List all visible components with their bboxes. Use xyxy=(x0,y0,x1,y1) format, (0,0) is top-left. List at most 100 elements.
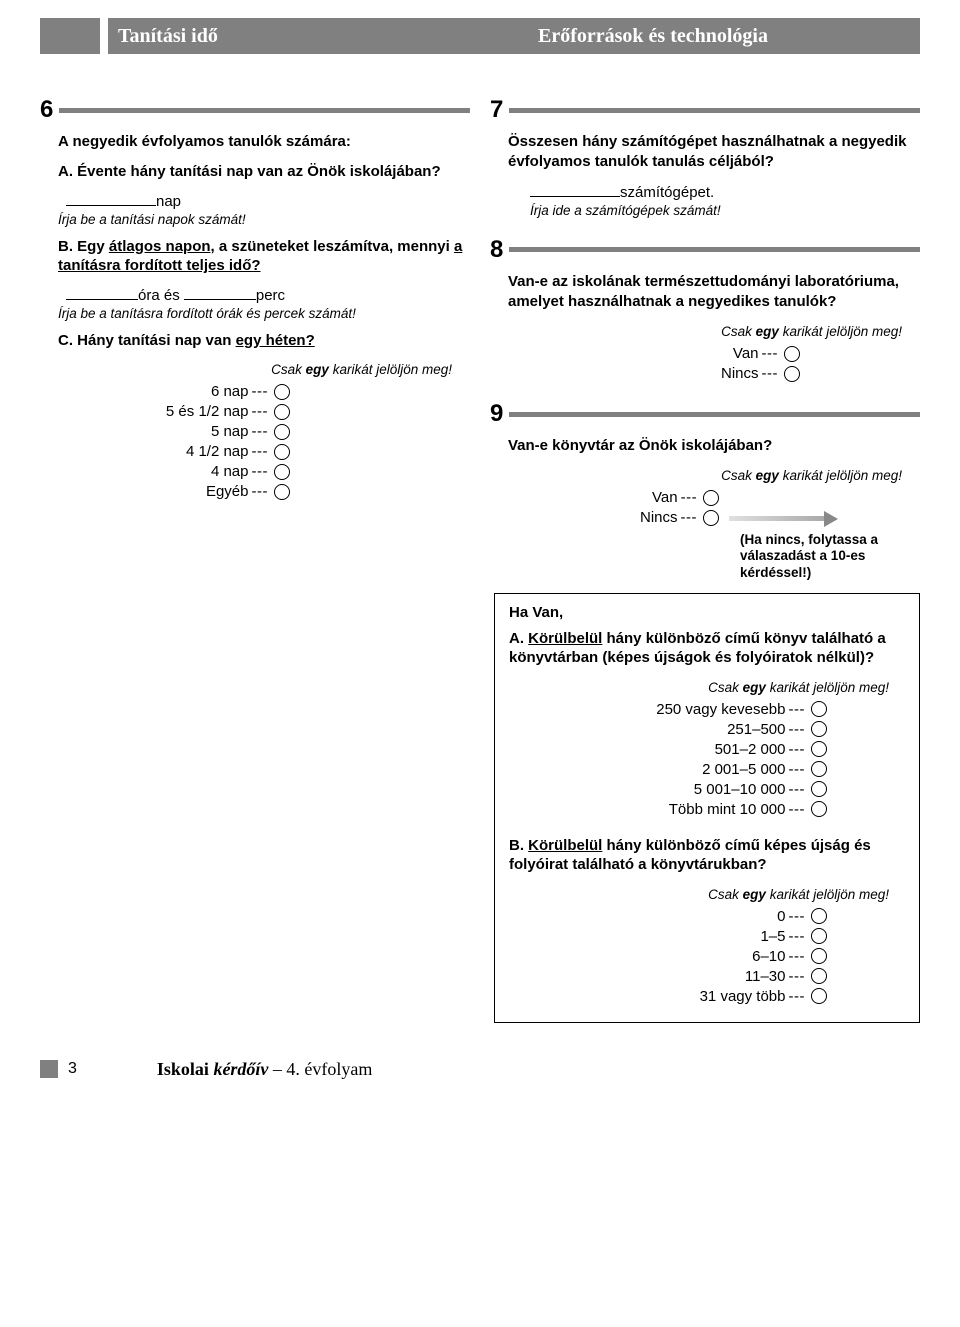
q6c-opt: 5 nap--- xyxy=(40,423,290,440)
q6c-opt: 5 és 1/2 nap--- xyxy=(40,403,290,420)
radio-circle[interactable] xyxy=(811,721,827,737)
q7-fill: számítógépet. xyxy=(530,183,920,201)
q6b-mins: perc xyxy=(256,287,285,304)
radio-circle[interactable] xyxy=(274,384,290,400)
q9a-label: A. xyxy=(509,630,524,647)
q9a-opt: 501–2 000--- xyxy=(507,741,827,758)
q9-instr: Csak egy karikát jelöljön meg! xyxy=(490,468,902,483)
q6b: B. Egy átlagos napon, a szüneteket leszá… xyxy=(58,237,470,276)
footer-marker xyxy=(40,1060,58,1078)
q6a-text: Évente hány tanítási nap van az Önök isk… xyxy=(77,163,440,180)
header-right-text: Erőforrások és technológia xyxy=(538,25,768,48)
footer-title: Iskolai kérdőív – 4. évfolyam xyxy=(157,1059,373,1080)
q6b-mid: a szüneteket leszámítva, mennyi xyxy=(215,238,454,255)
q7-text: Összesen hány számítógépet használhatnak… xyxy=(508,132,920,173)
radio-circle[interactable] xyxy=(811,741,827,757)
radio-circle[interactable] xyxy=(811,761,827,777)
q6a-fill: nap xyxy=(66,192,470,210)
q7-number: 7 xyxy=(490,96,503,124)
radio-circle[interactable] xyxy=(811,781,827,797)
q7-note: Írja ide a számítógépek számát! xyxy=(530,203,920,218)
radio-circle[interactable] xyxy=(784,346,800,362)
q9-rule xyxy=(509,412,920,417)
q6b-blank-h[interactable] xyxy=(66,286,138,300)
skip-arrow-icon xyxy=(729,511,839,525)
right-column: 7 Összesen hány számítógépet használhatn… xyxy=(490,78,920,1023)
header-tab-stub xyxy=(40,18,100,54)
q6a-blank[interactable] xyxy=(66,192,156,206)
radio-circle[interactable] xyxy=(703,490,719,506)
q6-intro: A negyedik évfolyamos tanulók számára: xyxy=(58,132,470,152)
section-headers: Tanítási idő Erőforrások és technológia xyxy=(40,18,920,54)
q6a-unit: nap xyxy=(156,193,181,210)
q9-options: Van--- Nincs--- xyxy=(490,489,920,526)
q6b-fill: óra és perc xyxy=(66,286,470,304)
q7-blank[interactable] xyxy=(530,183,620,197)
q8-opt: Van--- xyxy=(490,345,800,362)
q9-havan: Ha Van, xyxy=(509,604,907,621)
q9a-opt: 251–500--- xyxy=(507,721,827,738)
q6c: C. Hány tanítási nap van egy héten? xyxy=(58,331,470,351)
q6b-blank-m[interactable] xyxy=(184,286,256,300)
radio-circle[interactable] xyxy=(811,968,827,984)
q6c-opt: 6 nap--- xyxy=(40,383,290,400)
q7-header: 7 xyxy=(490,96,920,124)
q6a-note: Írja be a tanítási napok számát! xyxy=(58,212,470,227)
q9-opt-nincs: Nincs--- xyxy=(640,509,902,526)
q8-text: Van-e az iskolának természettudományi la… xyxy=(508,272,920,313)
q6b-note: Írja be a tanításra fordított órák és pe… xyxy=(58,306,470,321)
radio-circle[interactable] xyxy=(811,908,827,924)
radio-circle[interactable] xyxy=(274,464,290,480)
q6c-options: 6 nap--- 5 és 1/2 nap--- 5 nap--- 4 1/2 … xyxy=(40,383,470,500)
radio-circle[interactable] xyxy=(274,444,290,460)
radio-circle[interactable] xyxy=(703,510,719,526)
q9a-u: Körülbelül xyxy=(528,630,602,647)
page-footer: 3 Iskolai kérdőív – 4. évfolyam xyxy=(40,1059,920,1080)
q9-header: 9 xyxy=(490,400,920,428)
header-left: Tanítási idő xyxy=(108,18,528,54)
q9-number: 9 xyxy=(490,400,503,428)
q9b-opt: 11–30--- xyxy=(507,968,827,985)
q6b-pre: Egy xyxy=(77,238,109,255)
q9a-opt: 2 001–5 000--- xyxy=(507,761,827,778)
radio-circle[interactable] xyxy=(811,701,827,717)
q9a-opt: 5 001–10 000--- xyxy=(507,781,827,798)
q9b-label: B. xyxy=(509,837,524,854)
radio-circle[interactable] xyxy=(811,988,827,1004)
radio-circle[interactable] xyxy=(811,801,827,817)
header-right: Erőforrások és technológia xyxy=(528,18,920,54)
q7-rule xyxy=(509,108,920,113)
q9b-opt: 0--- xyxy=(507,908,827,925)
radio-circle[interactable] xyxy=(784,366,800,382)
q9a-opt: 250 vagy kevesebb--- xyxy=(507,701,827,718)
q9b-opt: 31 vagy több--- xyxy=(507,988,827,1005)
q6a: A. Évente hány tanítási nap van az Önök … xyxy=(58,162,470,182)
q9-subbox: Ha Van, A. Körülbelül hány különböző cím… xyxy=(494,593,920,1023)
q8-instr: Csak egy karikát jelöljön meg! xyxy=(490,324,902,339)
q9a-opt: Több mint 10 000--- xyxy=(507,801,827,818)
q6c-opt: 4 nap--- xyxy=(40,463,290,480)
q9b-instr: Csak egy karikát jelöljön meg! xyxy=(507,887,889,902)
q6b-hours: óra és xyxy=(138,287,180,304)
q8-options: Van--- Nincs--- xyxy=(490,345,920,382)
q8-rule xyxy=(509,247,920,252)
q9b: B. Körülbelül hány különböző című képes … xyxy=(509,836,907,875)
q9b-opt: 1–5--- xyxy=(507,928,827,945)
q6c-pre: Hány tanítási nap van xyxy=(77,332,235,349)
radio-circle[interactable] xyxy=(811,928,827,944)
radio-circle[interactable] xyxy=(811,948,827,964)
q6c-label: C. xyxy=(58,332,73,349)
radio-circle[interactable] xyxy=(274,484,290,500)
radio-circle[interactable] xyxy=(274,404,290,420)
q9b-u: Körülbelül xyxy=(528,837,602,854)
q9-opt-van: Van--- xyxy=(652,489,902,506)
q8-header: 8 xyxy=(490,236,920,264)
footer-page-num: 3 xyxy=(68,1060,77,1078)
q6-header: 6 xyxy=(40,96,470,124)
header-left-text: Tanítási idő xyxy=(118,25,218,48)
q8-number: 8 xyxy=(490,236,503,264)
radio-circle[interactable] xyxy=(274,424,290,440)
q6a-label: A. xyxy=(58,163,73,180)
left-column: 6 A negyedik évfolyamos tanulók számára:… xyxy=(40,78,470,1023)
q6c-instr: Csak egy karikát jelöljön meg! xyxy=(40,362,452,377)
